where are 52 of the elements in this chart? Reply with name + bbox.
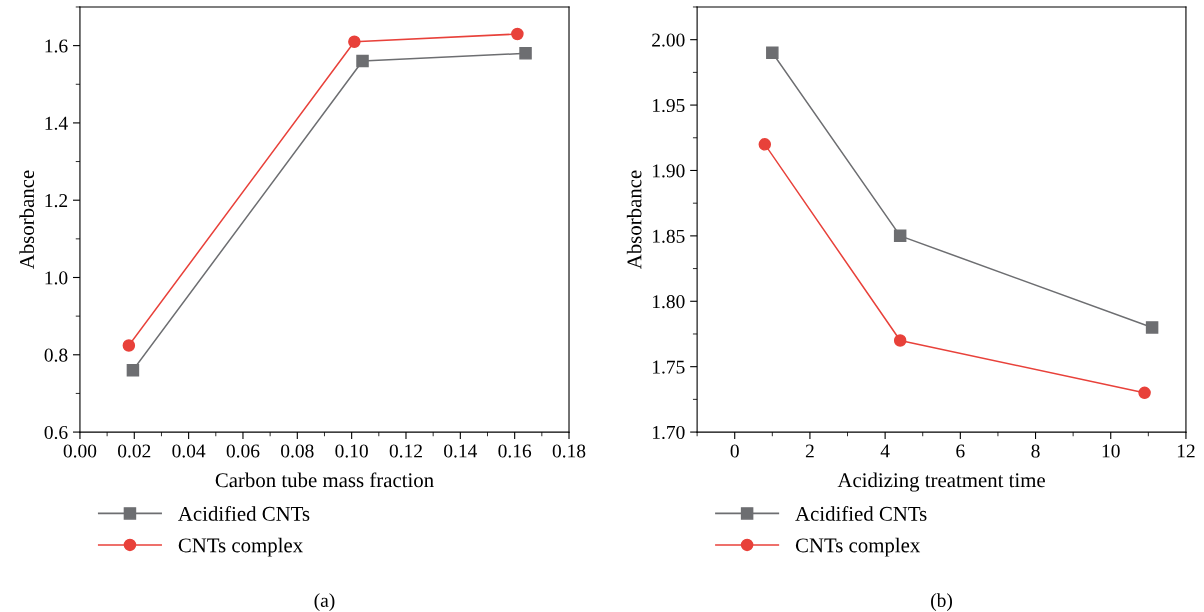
y-tick-label: 1.0 xyxy=(45,271,68,285)
point xyxy=(766,46,779,60)
x-tick-label: 8 xyxy=(1031,444,1040,458)
y-axis-title: Absorbance xyxy=(19,170,35,270)
point xyxy=(893,229,907,243)
point xyxy=(511,27,524,41)
y-tick-label: 1.70 xyxy=(652,425,685,440)
y-tick-label: 1.6 xyxy=(45,39,68,53)
x-axis-title: Carbon tube mass fraction xyxy=(215,472,434,488)
x-tick-label: 0.02 xyxy=(118,444,151,458)
y-tick-label: 1.95 xyxy=(652,98,685,113)
x-tick-label: 0.08 xyxy=(281,444,314,458)
point xyxy=(519,47,532,60)
y-tick-label: 2.00 xyxy=(652,33,685,47)
x-tick-label: 2 xyxy=(805,444,814,458)
x-tick-label: 0.14 xyxy=(444,444,478,458)
legend-label: Acidified CNTs xyxy=(795,506,927,521)
y-tick-label: 1.90 xyxy=(652,164,685,178)
text: (a) xyxy=(314,593,335,611)
point xyxy=(356,54,369,68)
x-tick-label: 0.16 xyxy=(498,444,532,458)
point xyxy=(758,138,772,151)
x-tick-label: 0.04 xyxy=(172,444,206,458)
x-tick-label: 0 xyxy=(730,444,739,458)
legend-label: CNTs complex xyxy=(795,537,921,557)
point xyxy=(126,363,140,377)
y-tick-label: 1.75 xyxy=(652,360,685,374)
x-tick-label: 6 xyxy=(956,444,965,458)
y-tick-label: 0.6 xyxy=(44,425,68,440)
point xyxy=(1138,386,1151,400)
x-tick-label: 4 xyxy=(880,444,890,458)
x-tick-label: 10 xyxy=(1102,444,1120,458)
x-axis-title: Acidizing treatment time xyxy=(837,472,1045,492)
y-tick-label: 0.8 xyxy=(44,348,68,362)
x-tick-label: 0.12 xyxy=(389,444,422,458)
point xyxy=(348,35,361,49)
y-tick-label: 1.85 xyxy=(652,229,685,243)
legend-label: CNTs complex xyxy=(178,537,303,557)
legend-label: Acidified CNTs xyxy=(178,506,310,521)
y-tick-label: 1.2 xyxy=(45,194,68,208)
x-tick-label: 0.06 xyxy=(226,444,260,458)
point xyxy=(1145,321,1159,334)
point xyxy=(893,334,907,347)
x-tick-label: 0.10 xyxy=(335,444,368,458)
point xyxy=(122,339,136,352)
x-tick-label: 0.00 xyxy=(63,444,97,458)
text: (b) xyxy=(931,593,953,611)
x-tick-label: 12 xyxy=(1177,444,1195,458)
y-tick-label: 1.4 xyxy=(45,116,68,130)
x-tick-label: 0.18 xyxy=(552,444,586,458)
y-tick-label: 1.80 xyxy=(652,295,685,309)
y-axis-title: Absorbance xyxy=(626,170,642,270)
